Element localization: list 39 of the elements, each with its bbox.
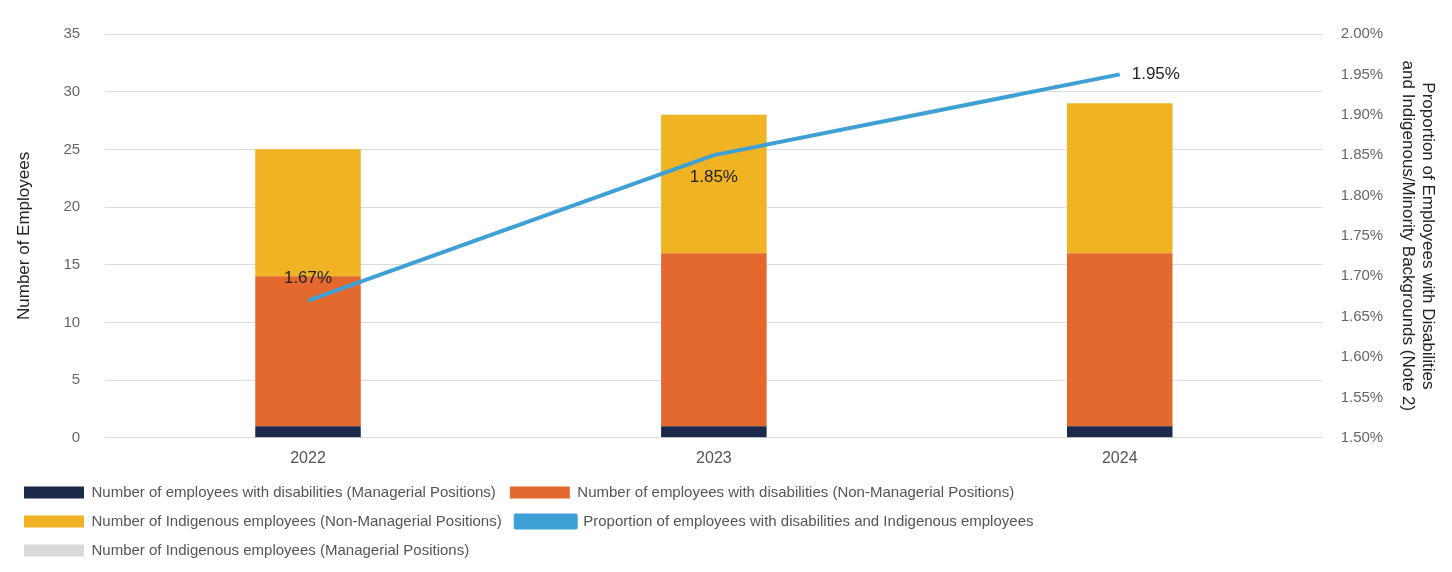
bar [1066,103,1173,254]
bar [255,426,361,438]
legend-label: Number of Indigenous employees (Managerial Positions) [91,540,470,558]
legend-label: Number of Indigenous employees (Non-Managerial Positions) [91,511,502,529]
data-label: 1.67% [283,268,333,288]
y-tick-label: 5 [71,370,81,388]
y-tick-label: 30 [63,81,81,99]
bar [661,426,767,438]
y2-tick-label: 1.70% [1340,266,1384,284]
bar [1066,253,1173,427]
y-tick-label: 0 [71,427,81,445]
y-tick-label: 10 [63,312,81,330]
y2-tick-label: 1.90% [1340,104,1384,122]
y2-tick-label: 1.80% [1340,185,1384,203]
y-tick-label: 15 [63,254,81,272]
bar [661,114,767,254]
x-tick-label: 2022 [290,448,326,466]
y2-tick-label: 1.95% [1340,64,1384,82]
legend-label: Number of employees with disabilities (Non-Managerial Positions) [577,482,1015,500]
y2-tick-label: 1.60% [1340,347,1384,365]
bar [1066,426,1173,438]
legend-label: Number of employees with disabilities (Managerial Positions) [91,482,496,500]
data-label: 1.85% [689,166,738,186]
y2-axis-title: Proportion of Employees with Disabilities and Indigenous/Minority Backgrounds (Note 2) [1398,60,1439,412]
y-axis-title: Number of Employees [13,151,33,320]
bar [661,253,767,427]
y2-tick-label: 1.65% [1340,306,1384,324]
x-tick-label: 2023 [696,448,732,466]
y2-tick-label: 1.85% [1340,145,1384,163]
x-tick-label: 2024 [1101,448,1138,466]
y-tick-label: 20 [63,197,81,215]
y-tick-label: 35 [63,24,81,42]
y2-tick-label: 2.00% [1340,24,1384,42]
data-label: 1.95% [1131,64,1180,84]
y2-tick-label: 1.75% [1340,226,1384,244]
legend-label: Proportion of employees with disabilities and Indigenous employees [583,511,1034,529]
y2-tick-label: 1.50% [1340,427,1384,445]
y2-tick-label: 1.55% [1340,387,1384,405]
y-tick-label: 25 [63,139,81,157]
